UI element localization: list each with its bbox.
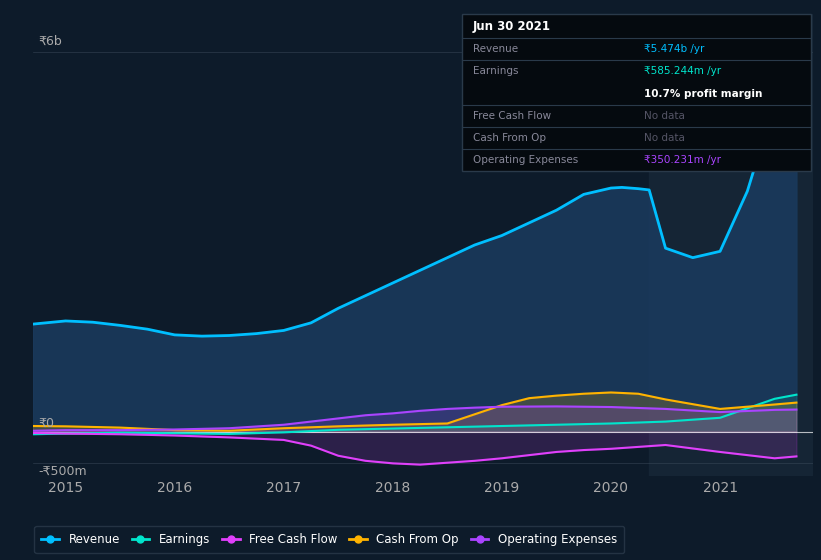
- Text: Jun 30 2021: Jun 30 2021: [473, 20, 551, 32]
- Text: Revenue: Revenue: [473, 44, 518, 54]
- Text: ₹350.231m /yr: ₹350.231m /yr: [644, 155, 721, 165]
- Text: ₹585.244m /yr: ₹585.244m /yr: [644, 67, 721, 76]
- Text: Earnings: Earnings: [473, 67, 518, 76]
- Text: ₹5.474b /yr: ₹5.474b /yr: [644, 44, 704, 54]
- Text: ₹6b: ₹6b: [39, 35, 62, 48]
- Text: Operating Expenses: Operating Expenses: [473, 155, 578, 165]
- Text: Cash From Op: Cash From Op: [473, 133, 546, 143]
- Legend: Revenue, Earnings, Free Cash Flow, Cash From Op, Operating Expenses: Revenue, Earnings, Free Cash Flow, Cash …: [34, 526, 624, 553]
- Text: No data: No data: [644, 133, 685, 143]
- Text: 10.7% profit margin: 10.7% profit margin: [644, 88, 762, 99]
- Text: ₹0: ₹0: [39, 417, 54, 430]
- Text: Free Cash Flow: Free Cash Flow: [473, 110, 551, 120]
- Text: No data: No data: [644, 110, 685, 120]
- Text: -₹500m: -₹500m: [39, 465, 87, 478]
- Bar: [649, 14, 813, 476]
